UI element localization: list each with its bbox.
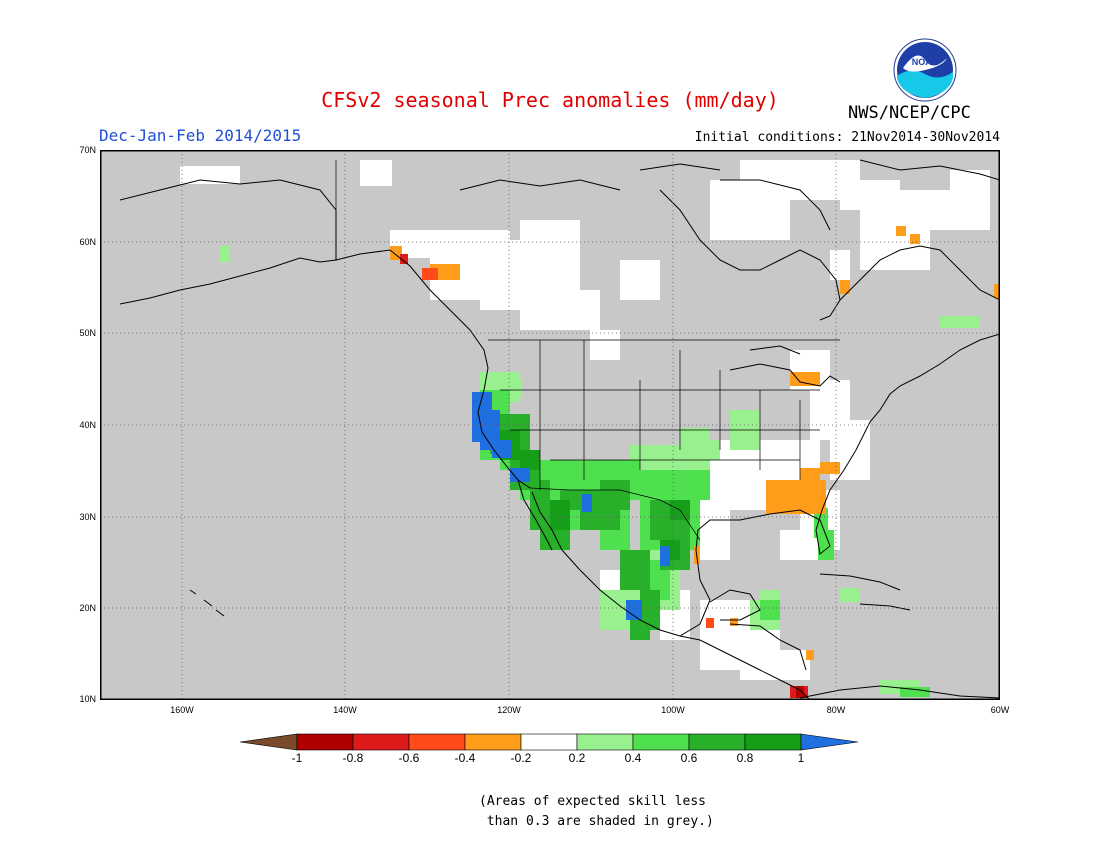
- lat-tick-20n: 20N: [79, 603, 96, 613]
- lon-tick-140w: 140W: [333, 705, 357, 715]
- colorbar-arrow-high: [800, 733, 859, 751]
- map-frame: [100, 150, 1000, 700]
- lon-tick-80w: 80W: [826, 705, 846, 715]
- neutral-land-areas: [180, 160, 990, 680]
- season-label: Dec-Jan-Feb 2014/2015: [99, 126, 302, 145]
- lon-tick-160w: 160W: [170, 705, 194, 715]
- colorbar-box: [520, 733, 578, 751]
- colorbar-box: [352, 733, 410, 751]
- precip-anomaly-map: [100, 150, 1000, 700]
- coastlines: [119, 159, 1000, 700]
- colorbar-tick-label: -0.8: [342, 751, 364, 765]
- footnote-line-2: than 0.3 are shaded in grey.): [479, 814, 714, 829]
- anomaly-minus-0.4-0.6: [422, 268, 714, 628]
- colorbar-box: [744, 733, 802, 751]
- lat-tick-40n: 40N: [79, 420, 96, 430]
- lat-tick-70n: 70N: [79, 145, 96, 155]
- skill-footnote: (Areas of expected skill less than 0.3 a…: [479, 792, 714, 832]
- anomaly-minus-0.2-0.4: [390, 226, 1000, 660]
- colorbar-box: [688, 733, 746, 751]
- agency-label: NWS/NCEP/CPC: [848, 103, 971, 123]
- lat-tick-50n: 50N: [79, 328, 96, 338]
- logo-text: NOAA: [912, 57, 939, 67]
- lon-tick-60w: 60W: [990, 705, 1010, 715]
- noaa-logo: NOAA: [893, 38, 957, 102]
- colorbar-box: [296, 733, 354, 751]
- lon-tick-100w: 100W: [661, 705, 685, 715]
- anomaly-minus-0.8-1: [796, 686, 804, 698]
- colorbar-box: [464, 733, 522, 751]
- initial-conditions-label: Initial conditions: 21Nov2014-30Nov2014: [694, 130, 1000, 145]
- colorbar-tick-label: 0.8: [736, 751, 754, 765]
- colorbar-arrow-low: [240, 733, 298, 751]
- map-title: CFSv2 seasonal Prec anomalies (mm/day): [321, 88, 779, 112]
- footnote-line-1: (Areas of expected skill less: [479, 794, 706, 809]
- colorbar-tick-label: -0.4: [454, 751, 476, 765]
- colorbar-tick-label: 1: [797, 751, 805, 765]
- colorbar-tick-label: -1: [291, 751, 303, 765]
- lat-tick-30n: 30N: [79, 512, 96, 522]
- colorbar-tick-label: 0.4: [624, 751, 642, 765]
- anomaly-above-1: [472, 392, 670, 620]
- colorbar: [240, 733, 859, 751]
- political-borders: [335, 160, 840, 541]
- lon-tick-120w: 120W: [497, 705, 521, 715]
- colorbar-tick-label: 0.6: [680, 751, 698, 765]
- colorbar-box: [576, 733, 634, 751]
- lat-tick-60n: 60N: [79, 237, 96, 247]
- colorbar-tick-label: -0.6: [398, 751, 420, 765]
- lat-tick-10n: 10N: [79, 694, 96, 704]
- colorbar-tick-label: 0.2: [568, 751, 586, 765]
- colorbar-box: [632, 733, 690, 751]
- colorbar-box: [408, 733, 466, 751]
- colorbar-tick-label: -0.2: [510, 751, 532, 765]
